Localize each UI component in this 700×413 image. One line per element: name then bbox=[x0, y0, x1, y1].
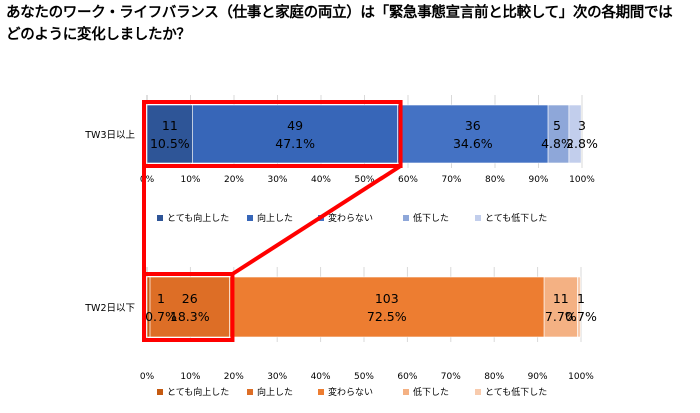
x-tick-label: 10% bbox=[180, 372, 200, 382]
data-label-percent: 18.3% bbox=[170, 309, 210, 324]
x-tick-label: 100% bbox=[568, 372, 594, 382]
legend-label: 変わらない bbox=[328, 212, 373, 224]
data-label-percent: 2.8% bbox=[566, 136, 598, 151]
x-tick-label: 60% bbox=[398, 175, 418, 185]
x-tick-label: 80% bbox=[485, 175, 505, 185]
bar-segment bbox=[146, 104, 193, 164]
x-tick-label: 70% bbox=[441, 175, 461, 185]
data-label-count: 1 bbox=[577, 291, 585, 306]
data-label-percent: 72.5% bbox=[367, 309, 407, 324]
legend-swatch bbox=[403, 215, 409, 221]
legend-label: 向上した bbox=[257, 386, 293, 398]
data-label-percent: 34.6% bbox=[453, 136, 493, 151]
x-tick-label: 30% bbox=[267, 372, 287, 382]
data-label-count: 103 bbox=[375, 291, 399, 306]
legend-swatch bbox=[318, 389, 324, 395]
x-tick-label: 90% bbox=[528, 175, 548, 185]
x-tick-label: 60% bbox=[397, 372, 417, 382]
x-tick-label: 90% bbox=[528, 372, 548, 382]
x-tick-label: 80% bbox=[484, 372, 504, 382]
bar-segment bbox=[543, 276, 578, 338]
highlight-connector-right bbox=[231, 164, 402, 276]
highlight-box bbox=[142, 272, 235, 342]
data-label-percent: 4.8% bbox=[541, 136, 573, 151]
x-tick-label: 30% bbox=[267, 175, 287, 185]
legend-swatch bbox=[157, 389, 163, 395]
title-line-1: あなたのワーク・ライフバランス（仕事と家庭の両立）は「緊急事態宣言前と比較して」… bbox=[6, 5, 673, 21]
x-tick-label: 40% bbox=[311, 372, 331, 382]
legend-label: とても向上した bbox=[167, 212, 229, 224]
data-label-count: 11 bbox=[162, 118, 178, 133]
data-label-count: 3 bbox=[578, 118, 586, 133]
legend-label: 向上した bbox=[257, 212, 293, 224]
data-label-percent: 7.7% bbox=[545, 309, 577, 324]
bar-segment bbox=[568, 104, 582, 164]
title-line-2: どのように変化しましたか？ bbox=[6, 27, 191, 43]
data-label-count: 26 bbox=[182, 291, 198, 306]
bar-segment bbox=[149, 276, 230, 338]
category-label: TW2日以下 bbox=[84, 303, 135, 314]
legend-swatch bbox=[403, 389, 409, 395]
legend-label: 変わらない bbox=[328, 386, 373, 398]
bar-segment bbox=[146, 276, 151, 338]
legend-label: とても低下した bbox=[485, 212, 547, 224]
data-label-count: 5 bbox=[553, 118, 561, 133]
bar-segment bbox=[229, 276, 545, 338]
x-tick-label: 0% bbox=[140, 372, 155, 382]
legend-label: 低下した bbox=[413, 212, 449, 224]
legend-label: 低下した bbox=[413, 386, 449, 398]
legend-swatch bbox=[247, 389, 253, 395]
x-tick-label: 50% bbox=[354, 372, 374, 382]
bar-segment bbox=[547, 104, 570, 164]
data-label-count: 11 bbox=[553, 291, 569, 306]
data-label-percent: 0.7% bbox=[145, 309, 177, 324]
x-tick-label: 20% bbox=[224, 175, 244, 185]
highlight-box bbox=[142, 100, 403, 168]
x-tick-label: 40% bbox=[311, 175, 331, 185]
bar-segment bbox=[577, 276, 581, 338]
data-label-percent: 47.1% bbox=[275, 136, 315, 151]
data-label-percent: 0.7% bbox=[565, 309, 597, 324]
legend-swatch bbox=[475, 389, 481, 395]
data-label-count: 1 bbox=[157, 291, 165, 306]
chart-title: あなたのワーク・ライフバランス（仕事と家庭の両立）は「緊急事態宣言前と比較して」… bbox=[6, 2, 696, 46]
data-label-count: 49 bbox=[287, 118, 303, 133]
x-tick-label: 20% bbox=[224, 372, 244, 382]
legend-swatch bbox=[475, 215, 481, 221]
legend-swatch bbox=[157, 215, 163, 221]
data-label-percent: 10.5% bbox=[150, 136, 190, 151]
x-tick-label: 10% bbox=[180, 175, 200, 185]
data-label-count: 36 bbox=[465, 118, 481, 133]
x-tick-label: 0% bbox=[140, 175, 155, 185]
legend-label: とても向上した bbox=[167, 386, 229, 398]
legend-swatch bbox=[247, 215, 253, 221]
x-tick-label: 50% bbox=[354, 175, 374, 185]
legend-label: とても低下した bbox=[485, 386, 547, 398]
category-label: TW3日以上 bbox=[84, 130, 135, 141]
bar-segment bbox=[397, 104, 549, 164]
x-tick-label: 70% bbox=[441, 372, 461, 382]
bar-segment bbox=[192, 104, 398, 164]
x-tick-label: 100% bbox=[569, 175, 595, 185]
